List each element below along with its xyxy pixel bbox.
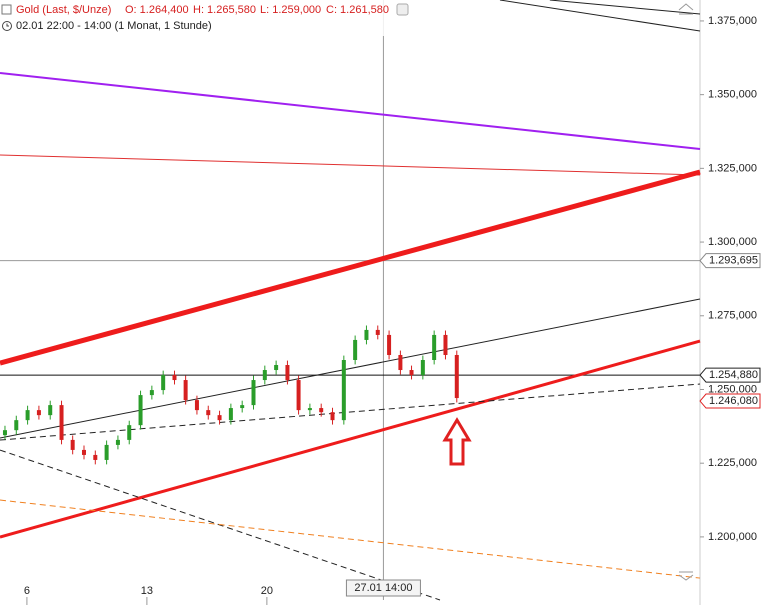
chart-title: Gold (Last, $/Unze) xyxy=(16,4,111,16)
trend-line xyxy=(0,298,701,439)
candle-body xyxy=(138,395,143,426)
candle-body xyxy=(127,425,132,440)
ohlc-high: H: 1.265,580 xyxy=(193,4,256,16)
candle-body xyxy=(194,400,199,411)
scroll-up[interactable] xyxy=(678,3,694,15)
settings-button[interactable] xyxy=(396,3,409,16)
candle-body xyxy=(409,370,414,376)
y-tick-label: 1.375,000 xyxy=(708,15,757,27)
price-tag xyxy=(699,367,761,383)
x-tick-label: 13 xyxy=(141,585,153,597)
candle-body xyxy=(25,410,30,421)
price-tag-label: 1.254,880 xyxy=(709,369,758,381)
price-tag-label: 1.293,695 xyxy=(709,255,758,267)
x-tick-label: 6 xyxy=(24,585,30,597)
candle-body xyxy=(14,420,19,431)
candle-body xyxy=(115,439,120,445)
candle-body xyxy=(251,380,256,406)
price-tag xyxy=(699,393,761,409)
clock-hands xyxy=(6,23,9,27)
y-tick-label: 1.225,000 xyxy=(708,457,757,469)
trend-line xyxy=(499,0,701,32)
trend-line xyxy=(0,499,701,579)
crosshair-label: 27.01 14:00 xyxy=(354,582,412,594)
price-tag-label: 1.246,080 xyxy=(709,395,758,407)
candle-body xyxy=(81,449,86,455)
y-tick-label: 1.325,000 xyxy=(708,162,757,174)
chart-subtitle: 02.01 22:00 - 14:00 (1 Monat, 1 Stunde) xyxy=(16,20,212,32)
candle-body xyxy=(307,408,312,411)
x-tick-label: 20 xyxy=(261,585,273,597)
candle-body xyxy=(319,408,324,413)
y-tick-label: 1.300,000 xyxy=(708,236,757,248)
ohlc-open: O: 1.264,400 xyxy=(125,4,189,16)
ohlc-low: L: 1.259,000 xyxy=(260,4,321,16)
candle-body xyxy=(398,354,403,371)
candle-body xyxy=(330,412,335,421)
candle-body xyxy=(240,405,245,409)
trend-line xyxy=(0,72,701,151)
candle-body xyxy=(274,365,279,371)
trend-line xyxy=(0,169,701,366)
candle-body xyxy=(296,380,301,411)
y-tick-label: 1.250,000 xyxy=(708,383,757,395)
y-tick-label: 1.275,000 xyxy=(708,310,757,322)
candle-body xyxy=(353,339,358,360)
candle-body xyxy=(443,334,448,355)
candle-body xyxy=(420,360,425,376)
candle-body xyxy=(104,444,109,460)
candle-body xyxy=(375,329,380,335)
candle-body xyxy=(364,329,369,340)
plot-area xyxy=(0,0,701,601)
candle-body xyxy=(262,370,267,381)
crosshair-label-box xyxy=(345,579,421,597)
candle-body xyxy=(285,365,290,381)
ohlc-close: C: 1.261,580 xyxy=(326,4,389,16)
candle-body xyxy=(341,360,346,421)
trend-line xyxy=(0,383,701,441)
candle-body xyxy=(161,375,166,391)
trend-line xyxy=(549,0,701,15)
candle-body xyxy=(36,410,41,416)
candle-body xyxy=(59,405,64,440)
candle-body xyxy=(183,380,188,401)
checkbox[interactable] xyxy=(1,4,12,15)
candle-body xyxy=(217,415,222,421)
clock-icon xyxy=(2,21,12,31)
trend-line xyxy=(0,154,701,176)
y-tick-label: 1.200,000 xyxy=(708,531,757,543)
candle-body xyxy=(149,390,154,396)
price-tag xyxy=(699,253,761,269)
candle-body xyxy=(48,405,53,416)
candle-body xyxy=(206,410,211,416)
candle-body xyxy=(2,430,7,436)
candle-body xyxy=(387,334,392,355)
candle-body xyxy=(432,334,437,360)
y-tick-label: 1.350,000 xyxy=(708,89,757,101)
candle-body xyxy=(93,454,98,460)
scroll-down[interactable] xyxy=(678,571,694,581)
arrow-annotation xyxy=(442,417,472,466)
candle-body xyxy=(454,354,459,399)
candle-body xyxy=(228,408,233,421)
candle-body xyxy=(70,439,75,450)
candle-body xyxy=(172,375,177,381)
trend-line xyxy=(0,339,701,539)
